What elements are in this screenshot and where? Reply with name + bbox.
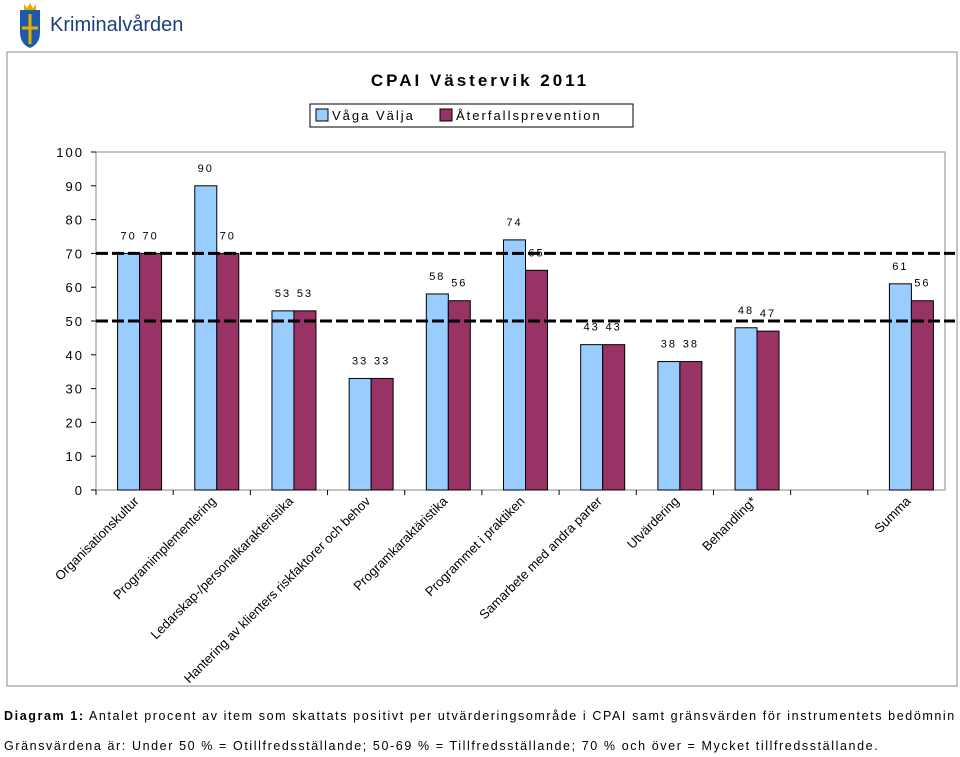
logo-text: Kriminalvården (50, 14, 183, 36)
bar (888, 283, 912, 491)
bar (602, 344, 626, 491)
caption-line2: Gränsvärdena är: Under 50 % = Otillfreds… (4, 739, 880, 753)
legend-label: Återfallsprevention (456, 108, 602, 123)
y-tick-label: 100 (56, 145, 84, 160)
data-label: 56 (914, 278, 930, 290)
data-label: 47 (760, 308, 776, 320)
data-label: 43 (606, 322, 622, 334)
bar (734, 327, 758, 491)
data-label: 74 (506, 217, 522, 229)
data-label: 70 (120, 230, 136, 242)
bar (580, 344, 604, 491)
bar (293, 310, 317, 491)
caption: Diagram 1: Antalet procent av item som s… (4, 709, 956, 723)
y-tick-label: 80 (66, 213, 84, 228)
data-label: 38 (661, 339, 677, 351)
bar (657, 361, 681, 491)
caption-label: Diagram 1: (4, 709, 85, 723)
data-label: 53 (275, 288, 291, 300)
data-label: 70 (220, 230, 236, 242)
bar (117, 252, 141, 491)
bar (139, 252, 163, 491)
logo: Kriminalvården (20, 3, 183, 48)
bar (216, 252, 240, 491)
data-label: 58 (429, 271, 445, 283)
y-tick-label: 60 (66, 280, 84, 295)
data-label: 90 (198, 163, 214, 175)
y-tick-label: 40 (66, 348, 84, 363)
bar (425, 293, 449, 491)
logo-crown (24, 3, 36, 10)
legend-swatch (439, 108, 453, 122)
bar (348, 377, 372, 491)
logo-cross (22, 14, 38, 44)
data-label: 53 (297, 288, 313, 300)
bar (503, 239, 526, 491)
y-tick-label: 20 (66, 415, 84, 430)
bar (756, 330, 780, 491)
data-label: 70 (142, 230, 158, 242)
chart-title: CPAI Västervik 2011 (371, 71, 589, 90)
bar (271, 310, 295, 491)
bar (910, 300, 934, 491)
data-label: 56 (451, 278, 467, 290)
bar (525, 269, 548, 491)
y-tick-label: 70 (66, 246, 84, 261)
y-tick-label: 10 (66, 449, 84, 464)
data-label: 61 (892, 261, 908, 273)
data-label: 38 (683, 339, 699, 351)
bar (370, 377, 394, 491)
y-tick-label: 30 (66, 382, 84, 397)
data-label: 43 (584, 322, 600, 334)
legend-box (309, 103, 634, 128)
bar (447, 300, 471, 491)
y-tick-label: 50 (66, 314, 84, 329)
y-tick-label: 0 (75, 483, 84, 498)
legend-swatch (315, 108, 329, 122)
data-label: 33 (352, 355, 368, 367)
data-label: 48 (738, 305, 754, 317)
chart: Kriminalvården CPAI Västervik 2011 0 10 20… (6, 3, 958, 687)
bar (194, 185, 218, 491)
bar (679, 361, 703, 491)
caption-text: Antalet procent av item som skattats pos… (89, 709, 956, 723)
legend-label: Våga Välja (332, 108, 415, 123)
y-tick-label: 90 (66, 179, 84, 194)
data-label: 33 (374, 355, 390, 367)
